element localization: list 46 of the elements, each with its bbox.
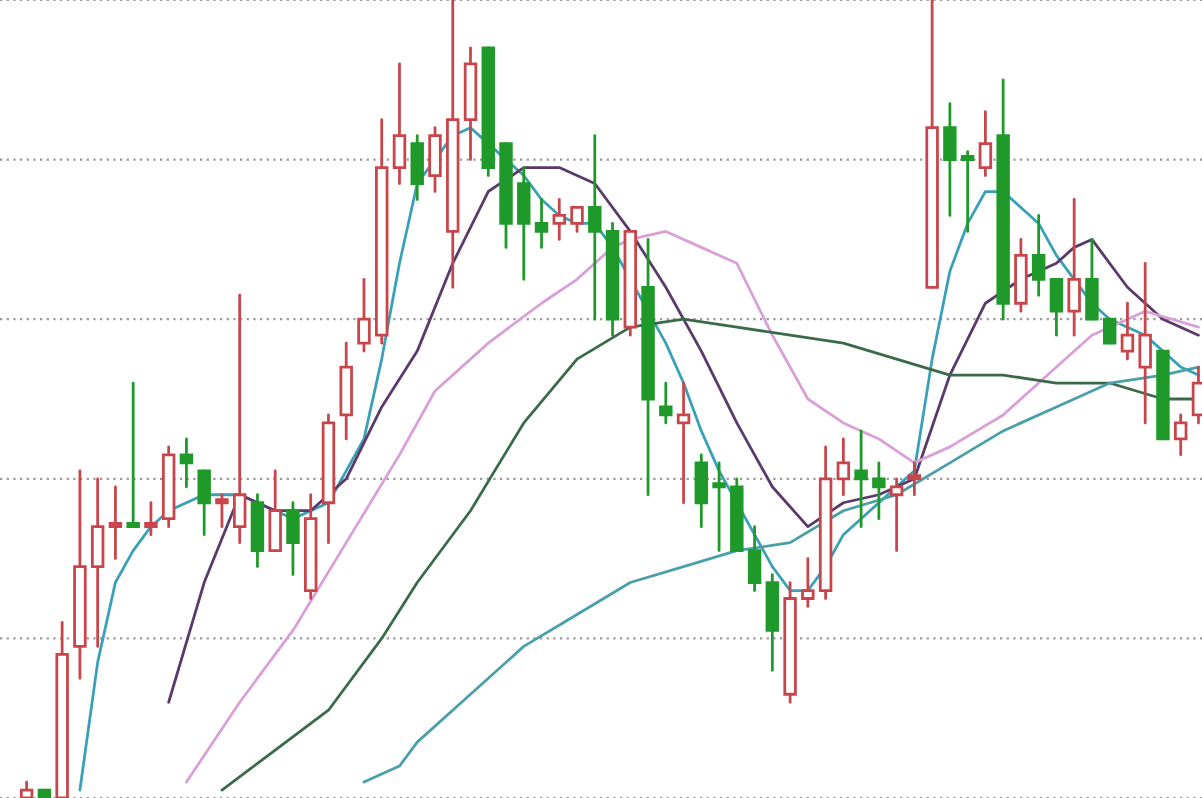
candlestick xyxy=(197,469,211,537)
candlestick xyxy=(978,110,993,177)
candlestick xyxy=(694,453,709,529)
candlestick xyxy=(179,437,194,489)
candlestick xyxy=(1138,261,1152,425)
candlestick xyxy=(215,493,229,529)
candlestick xyxy=(144,501,158,537)
candlestick xyxy=(268,469,282,553)
candlestick xyxy=(126,381,140,529)
candlestick xyxy=(232,293,247,545)
candlestick xyxy=(517,166,531,281)
candlestick xyxy=(872,461,886,521)
candlestick xyxy=(1031,214,1046,297)
candlestick xyxy=(765,573,780,672)
candlestick xyxy=(1085,238,1099,321)
candlestick xyxy=(552,198,566,241)
candlestick xyxy=(1067,198,1081,337)
candlestick xyxy=(392,62,407,185)
candlestick xyxy=(286,501,300,576)
candlestick xyxy=(1120,301,1135,361)
candlestick xyxy=(588,134,602,321)
candlestick xyxy=(1173,413,1188,457)
candlestick xyxy=(854,429,868,529)
candlestick xyxy=(90,477,105,648)
candlestick xyxy=(659,381,673,425)
candlestick xyxy=(410,134,424,201)
candlestick xyxy=(676,381,691,505)
candlestick xyxy=(1049,277,1064,337)
candlestick xyxy=(428,126,442,193)
candlestick xyxy=(907,461,922,497)
candlestick xyxy=(534,198,549,249)
candlestick xyxy=(801,557,815,608)
candlestick xyxy=(889,477,904,553)
candlestick xyxy=(836,437,851,497)
candlestick xyxy=(1191,365,1202,425)
candlestick xyxy=(747,525,762,592)
candlestick xyxy=(339,341,353,441)
candlestick xyxy=(108,485,123,560)
candlestick xyxy=(1014,238,1028,313)
candlestick xyxy=(943,102,957,217)
candlestick xyxy=(250,493,265,568)
candlestick xyxy=(1102,317,1117,345)
candlestick xyxy=(960,150,975,233)
candlestick xyxy=(570,206,584,233)
candlestick xyxy=(712,461,726,553)
candlestick xyxy=(357,277,371,353)
